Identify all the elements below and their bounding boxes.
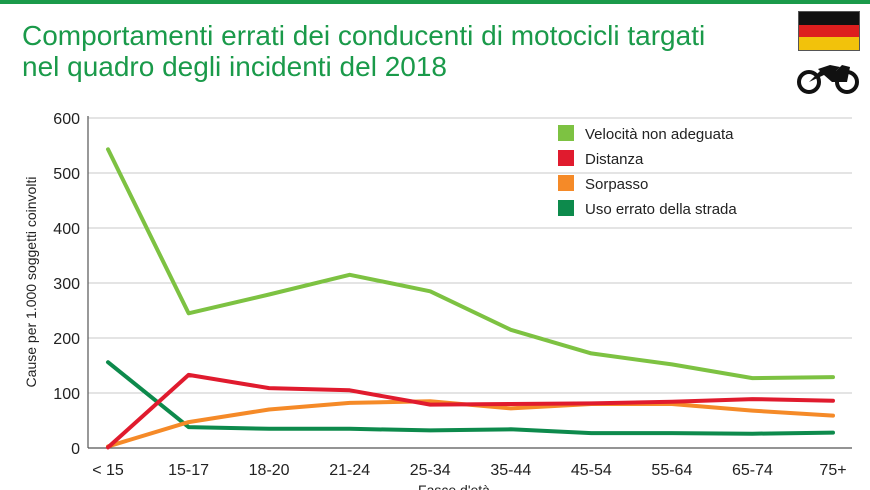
legend-swatch	[558, 200, 574, 216]
legend-swatch	[558, 150, 574, 166]
legend-swatch	[558, 125, 574, 141]
y-tick-label: 600	[53, 111, 80, 128]
x-tick-label: < 15	[92, 462, 124, 479]
legend-label: Sorpasso	[585, 176, 648, 193]
series-line	[106, 360, 835, 436]
x-tick-label: 75+	[819, 462, 846, 479]
x-tick-label: 21-24	[329, 462, 370, 479]
y-tick-label: 400	[53, 221, 80, 238]
chart-title: Comportamenti errati dei conducenti di m…	[22, 20, 782, 82]
chart-title-line-1: Comportamenti errati dei conducenti di m…	[22, 20, 706, 51]
legend-label: Distanza	[585, 151, 644, 168]
y-tick-label: 0	[71, 441, 80, 458]
x-tick-label: 65-74	[732, 462, 773, 479]
chart-title-line-2: nel quadro degli incidenti del 2018	[22, 51, 447, 82]
x-tick-label: 18-20	[249, 462, 290, 479]
flag-stripe-gold	[799, 37, 859, 50]
y-tick-label: 500	[53, 166, 80, 183]
legend-label: Velocità non adeguata	[585, 126, 734, 143]
legend: Velocità non adeguata Distanza Sorpasso Uso…	[558, 125, 737, 218]
motorcycle-icon	[797, 65, 859, 94]
x-axis-title: Fasce d'età	[418, 482, 490, 490]
series-line	[106, 372, 835, 450]
flag-stripe-black	[799, 12, 859, 25]
legend-label: Uso errato della strada	[585, 201, 737, 218]
y-tick-label: 100	[53, 386, 80, 403]
flag-stripe-red	[799, 24, 859, 38]
x-tick-label: 15-17	[168, 462, 209, 479]
germany-flag-icon	[798, 11, 860, 51]
y-tick-label: 200	[53, 331, 80, 348]
x-tick-label: 45-54	[571, 462, 612, 479]
y-axis-title: Cause per 1.000 soggetti coinvolti	[23, 177, 39, 388]
y-tick-label: 300	[53, 276, 80, 293]
axis-layer: 0 100 200 300 400 500 600 < 15 15-17 18-20 21-24 25…	[53, 111, 852, 479]
top-rule	[0, 0, 870, 4]
series-line	[106, 399, 835, 449]
x-tick-label: 55-64	[651, 462, 692, 479]
x-tick-label: 35-44	[490, 462, 531, 479]
x-tick-label: 25-34	[410, 462, 451, 479]
series-layer	[106, 147, 835, 450]
legend-swatch	[558, 175, 574, 191]
series-line	[106, 147, 835, 381]
